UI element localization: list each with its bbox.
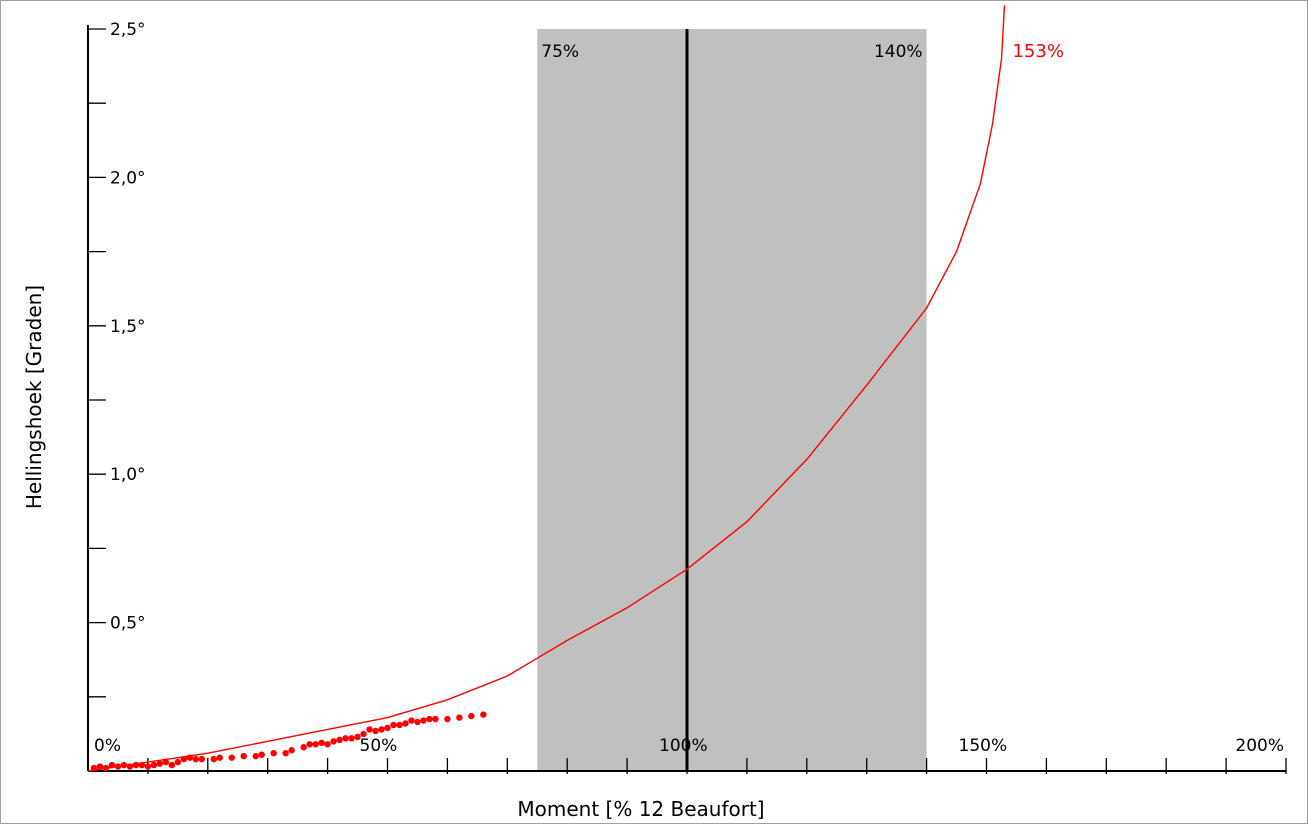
- scatter-point: [306, 741, 313, 748]
- scatter-point: [456, 714, 463, 721]
- y-tick-label: 1,0°: [110, 465, 146, 485]
- scatter-point: [174, 758, 182, 766]
- x-tick-label: 50%: [360, 736, 398, 756]
- shaded-start-label: 75%: [541, 42, 579, 62]
- scatter-point: [342, 735, 349, 742]
- y-tick-label: 2,0°: [110, 168, 146, 188]
- scatter-point: [216, 754, 223, 761]
- scatter-point: [468, 712, 475, 720]
- scatter-point: [258, 751, 265, 758]
- scatter-point: [150, 761, 158, 769]
- shaded-region-group: [537, 29, 927, 771]
- scatter-point: [360, 730, 367, 738]
- scatter-point: [330, 738, 337, 745]
- scatter-point: [384, 724, 391, 732]
- shaded-end-label: 140%: [874, 42, 923, 62]
- scatter-point: [210, 755, 217, 763]
- scatter-point: [480, 711, 487, 718]
- scatter-point: [192, 755, 200, 763]
- x-axis-title: Moment [% 12 Beaufort]: [517, 797, 764, 821]
- scatter-point: [270, 749, 277, 757]
- scatter-point: [168, 761, 176, 769]
- y-tick-label: 1,5°: [110, 317, 146, 337]
- scatter-point: [312, 741, 319, 748]
- scatter-point: [288, 747, 295, 754]
- scatter-point: [408, 717, 415, 724]
- scatter-point: [318, 739, 325, 747]
- y-tick-label: 2,5°: [110, 20, 146, 40]
- scatter-point: [396, 721, 403, 729]
- curve-end-label: 153%: [1012, 41, 1063, 62]
- x-tick-label: 200%: [1235, 736, 1284, 756]
- scatter-point: [390, 721, 397, 729]
- scatter-point: [282, 749, 289, 757]
- scatter-point: [144, 763, 152, 770]
- scatter-point: [426, 715, 433, 723]
- scatter-point: [228, 754, 235, 761]
- x-tick-label: 0%: [94, 736, 121, 756]
- scatter-point: [324, 741, 331, 748]
- scatter-point: [336, 736, 343, 744]
- scatter-point: [444, 715, 451, 723]
- x-tick-label: 150%: [959, 736, 1008, 756]
- y-axis-title: Hellingshoek [Graden]: [22, 285, 46, 509]
- scatter-point: [414, 718, 421, 726]
- y-tick-label: 0,5°: [110, 614, 146, 634]
- scatter-point: [354, 733, 361, 741]
- scatter-point: [402, 720, 409, 727]
- scatter-point: [348, 735, 355, 742]
- shaded-region: [537, 29, 927, 771]
- axes-group: [87, 25, 1287, 774]
- x-tick-label: 100%: [659, 736, 708, 756]
- region-labels-group: 75% 140% 153%: [541, 41, 1064, 62]
- scatter-point: [198, 755, 206, 763]
- scatter-point: [240, 752, 247, 760]
- scatter-point: [378, 726, 385, 733]
- scatter-point: [132, 761, 140, 769]
- scatter-point: [300, 744, 307, 751]
- scatter-point: [252, 752, 259, 760]
- scatter-point: [420, 717, 427, 724]
- scatter-point: [162, 758, 170, 766]
- scatter-point: [372, 727, 379, 735]
- scatter-point: [432, 715, 439, 723]
- curve-line: [87, 5, 1006, 772]
- scatter-point: [156, 760, 164, 767]
- scatter-point: [366, 726, 373, 733]
- curve-group: [87, 5, 1006, 772]
- tick-labels-group: 0% 50% 100% 150% 200% 0,5° 1,0° 1,5° 2,0° 2,5°: [94, 20, 1284, 756]
- scatter-point: [96, 763, 104, 770]
